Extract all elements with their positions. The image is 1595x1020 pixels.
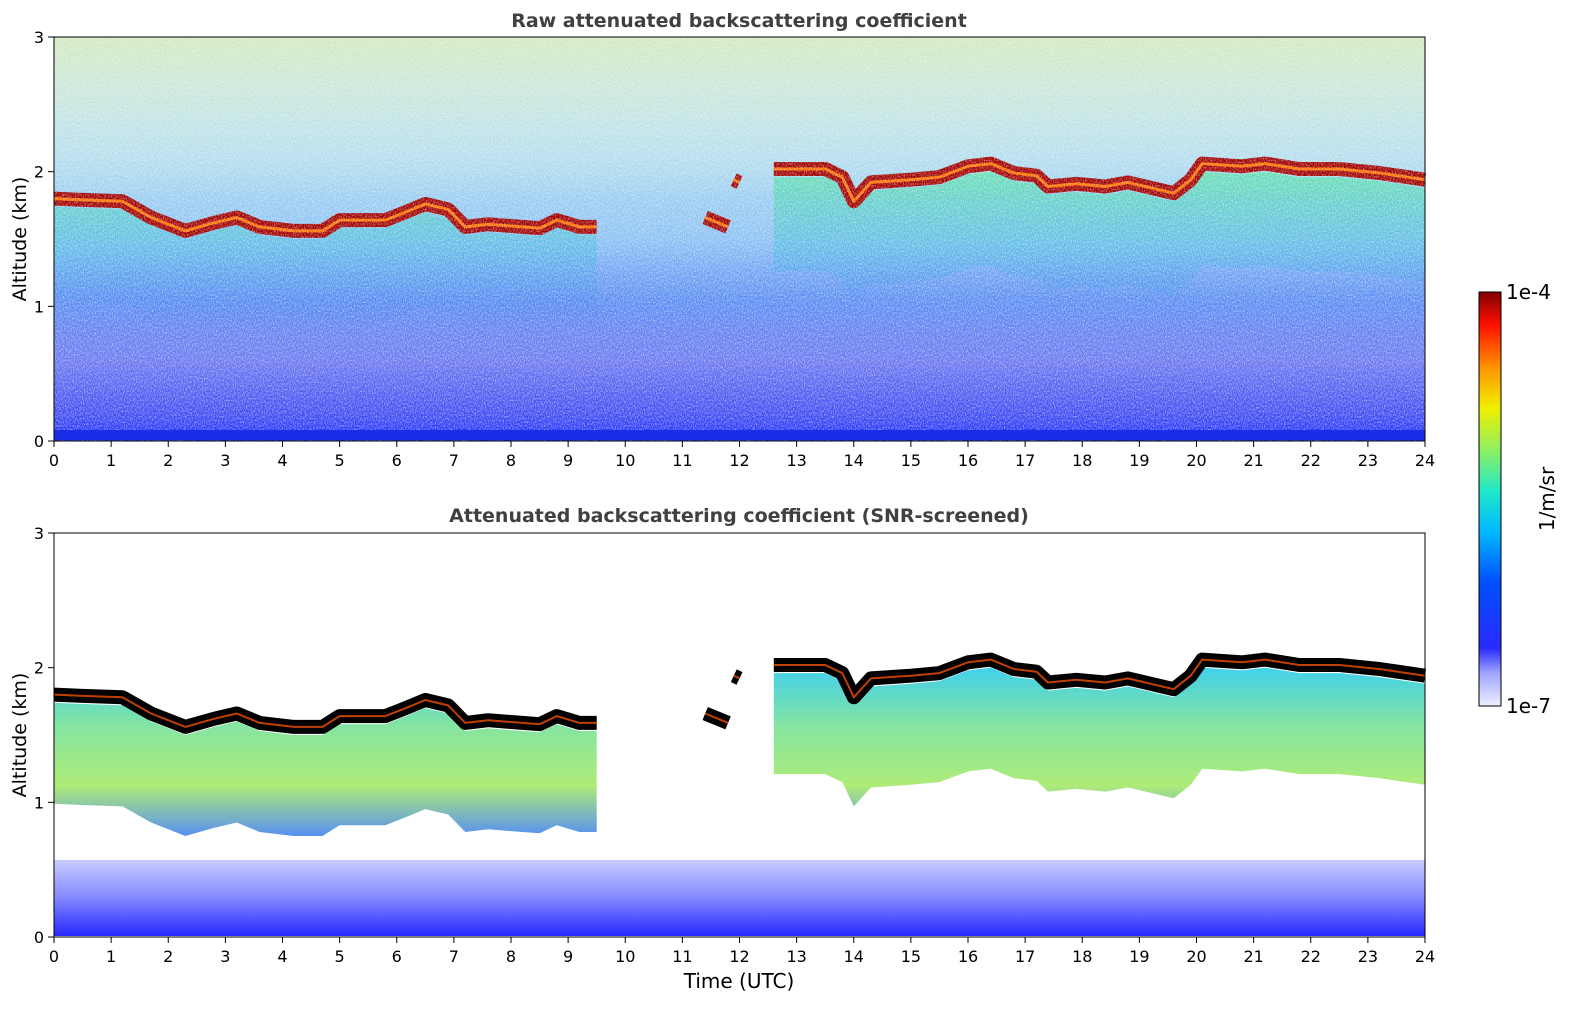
x-tick-label: 3 — [220, 947, 230, 966]
y-axis: 0 1 2 3 — [34, 524, 54, 947]
below-cloud-layer — [54, 667, 1425, 836]
x-axis: 0 1 2 3 4 5 6 7 8 9 10 11 12 13 14 15 16 17 18 19 20 21 22 23 24 — [49, 937, 1435, 966]
y-axis: 0 1 2 3 — [34, 28, 54, 451]
panel-title: Raw attenuated backscattering coefficien… — [511, 10, 967, 32]
x-tick-label: 23 — [1358, 451, 1378, 470]
y-tick-label: 0 — [34, 432, 44, 451]
x-tick-label: 20 — [1186, 947, 1206, 966]
y-tick-label: 2 — [34, 163, 44, 182]
x-tick-label: 0 — [49, 947, 59, 966]
y-tick-label: 3 — [34, 28, 44, 47]
x-tick-label: 3 — [220, 451, 230, 470]
colorbar-min-label: 1e-7 — [1506, 694, 1551, 718]
raw-backscatter-panel: Raw attenuated backscattering coefficien… — [9, 10, 1435, 470]
cloud-layer-edge — [53, 658, 1426, 728]
x-tick-label: 21 — [1243, 451, 1263, 470]
y-tick-label: 2 — [34, 659, 44, 678]
snr-screened-panel: Attenuated backscattering coefficient (S… — [9, 505, 1435, 993]
x-tick-label: 6 — [392, 451, 402, 470]
x-tick-label: 9 — [563, 451, 573, 470]
x-tick-label: 16 — [958, 451, 978, 470]
x-tick-label: 1 — [106, 947, 116, 966]
x-tick-label: 5 — [335, 947, 345, 966]
x-tick-label: 10 — [615, 451, 635, 470]
x-tick-label: 5 — [335, 451, 345, 470]
colorbar: 1e-4 1e-7 1/m/sr — [1478, 280, 1559, 718]
x-tick-label: 19 — [1129, 947, 1149, 966]
y-tick-label: 3 — [34, 524, 44, 543]
x-tick-label: 14 — [844, 451, 864, 470]
x-tick-label: 4 — [277, 451, 287, 470]
x-axis: 0 1 2 3 4 5 6 7 8 9 10 11 12 13 14 15 16 17 18 19 20 21 22 23 24 — [49, 441, 1435, 470]
x-tick-label: 12 — [729, 947, 749, 966]
y-axis-label: Altitude (km) — [9, 177, 31, 302]
x-tick-label: 1 — [106, 451, 116, 470]
x-tick-label: 8 — [506, 947, 516, 966]
x-tick-label: 2 — [163, 947, 173, 966]
x-tick-label: 7 — [449, 947, 459, 966]
y-tick-label: 0 — [34, 928, 44, 947]
x-tick-label: 0 — [49, 451, 59, 470]
colorbar-gradient — [1478, 291, 1502, 707]
x-tick-label: 13 — [786, 451, 806, 470]
heatmap-raw — [53, 37, 1427, 441]
y-axis-label: Altitude (km) — [9, 673, 31, 798]
y-tick-label: 1 — [34, 793, 44, 812]
panel-title: Attenuated backscattering coefficient (S… — [449, 505, 1029, 527]
x-tick-label: 18 — [1072, 947, 1092, 966]
x-tick-label: 2 — [163, 451, 173, 470]
x-tick-label: 15 — [901, 947, 921, 966]
x-tick-label: 12 — [729, 451, 749, 470]
x-tick-label: 19 — [1129, 451, 1149, 470]
x-tick-label: 7 — [449, 451, 459, 470]
ground-layer — [54, 430, 1425, 440]
x-tick-label: 21 — [1243, 947, 1263, 966]
x-tick-label: 23 — [1358, 947, 1378, 966]
heatmap-grain — [54, 37, 1425, 441]
colorbar-unit-label: 1/m/sr — [1535, 466, 1559, 531]
x-tick-label: 16 — [958, 947, 978, 966]
x-tick-label: 8 — [506, 451, 516, 470]
x-tick-label: 11 — [672, 947, 692, 966]
colorbar-max-label: 1e-4 — [1506, 280, 1551, 304]
x-tick-label: 17 — [1015, 451, 1035, 470]
x-tick-label: 14 — [844, 947, 864, 966]
x-tick-label: 9 — [563, 947, 573, 966]
heatmap-snr — [53, 533, 1427, 937]
x-tick-label: 15 — [901, 451, 921, 470]
x-tick-label: 17 — [1015, 947, 1035, 966]
y-tick-label: 1 — [34, 297, 44, 316]
x-tick-label: 22 — [1301, 451, 1321, 470]
x-tick-label: 20 — [1186, 451, 1206, 470]
x-tick-label: 13 — [786, 947, 806, 966]
ground-layer — [54, 860, 1425, 936]
x-tick-label: 11 — [672, 451, 692, 470]
x-tick-label: 24 — [1415, 947, 1435, 966]
x-tick-label: 10 — [615, 947, 635, 966]
x-tick-label: 6 — [392, 947, 402, 966]
x-tick-label: 4 — [277, 947, 287, 966]
x-tick-label: 18 — [1072, 451, 1092, 470]
x-tick-label: 24 — [1415, 451, 1435, 470]
x-axis-label: Time (UTC) — [683, 969, 795, 993]
x-tick-label: 22 — [1301, 947, 1321, 966]
